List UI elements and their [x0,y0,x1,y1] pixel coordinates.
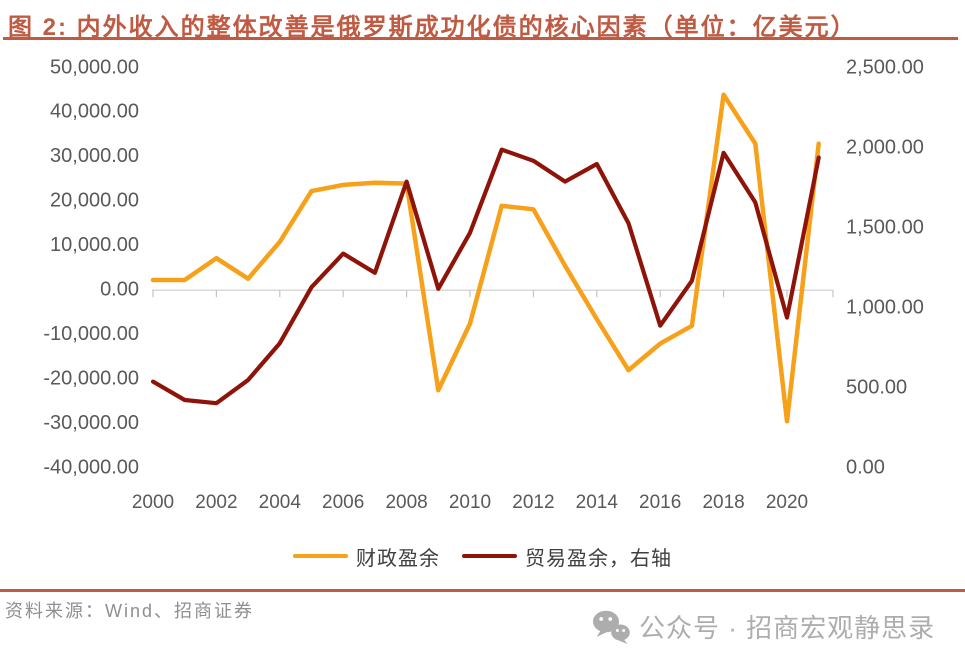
svg-text:2010: 2010 [449,492,491,513]
svg-text:-10,000.00: -10,000.00 [43,323,139,345]
wechat-account-tag: 公众号 · 招商宏观静思录 [592,608,935,645]
svg-text:50,000.00: 50,000.00 [50,56,139,78]
fiscal-series-swatch [293,553,348,559]
footer-divider [0,589,965,592]
trade-series-swatch [462,553,517,559]
title-underline [3,37,958,40]
source-note: 资料来源：Wind、招商证券 [5,601,255,621]
svg-text:2016: 2016 [639,492,681,513]
svg-text:2004: 2004 [259,492,302,513]
svg-text:1,500.00: 1,500.00 [846,216,924,238]
svg-text:2000: 2000 [132,492,174,513]
trade-series-label: 贸易盈余，右轴 [525,547,672,570]
svg-text:1,000.00: 1,000.00 [846,296,924,318]
svg-text:2002: 2002 [195,492,237,513]
figure-title: 图 2: 内外收入的整体改善是俄罗斯成功化债的核心因素（单位：亿美元） [8,14,857,41]
svg-text:20,000.00: 20,000.00 [50,190,139,212]
svg-text:0.00: 0.00 [100,279,139,301]
svg-text:2014: 2014 [576,492,619,513]
dual-axis-line-chart: 50,000.00 40,000.00 30,000.00 20,000.00 10,0… [43,56,924,513]
svg-text:40,000.00: 40,000.00 [50,101,139,123]
chart-legend: 财政盈余 贸易盈余，右轴 [0,543,965,570]
svg-text:-30,000.00: -30,000.00 [43,412,139,434]
svg-text:2,500.00: 2,500.00 [846,56,924,78]
wechat-chat-bubbles-icon [593,610,630,644]
svg-text:2018: 2018 [702,492,744,513]
fiscal-series-label: 财政盈余 [356,547,440,570]
svg-text:0.00: 0.00 [846,456,885,478]
svg-text:2,000.00: 2,000.00 [846,136,924,158]
svg-text:2006: 2006 [322,492,364,513]
svg-text:30,000.00: 30,000.00 [50,145,139,167]
svg-text:10,000.00: 10,000.00 [50,234,139,256]
svg-text:2012: 2012 [512,492,554,513]
svg-text:2020: 2020 [766,492,808,513]
svg-text:500.00: 500.00 [846,376,907,398]
svg-text:-20,000.00: -20,000.00 [43,367,139,389]
wechat-account-label: 公众号 · 招商宏观静思录 [639,613,936,643]
svg-text:-40,000.00: -40,000.00 [43,456,139,478]
svg-text:2008: 2008 [385,492,427,513]
